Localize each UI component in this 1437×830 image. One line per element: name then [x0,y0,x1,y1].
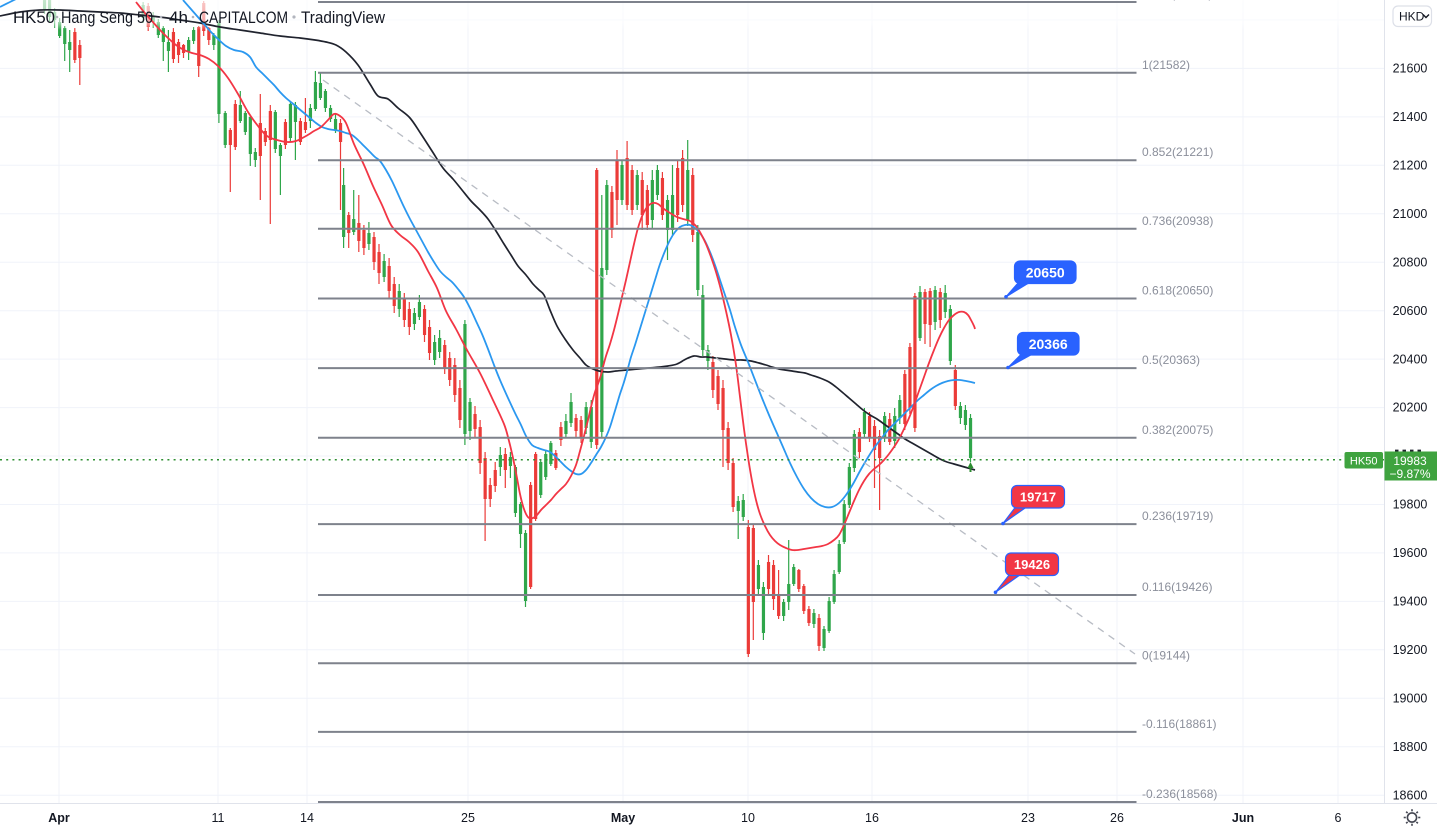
svg-text:−9.87%: −9.87% [1389,467,1430,481]
svg-text:19426: 19426 [1014,557,1050,572]
svg-text:20200: 20200 [1393,401,1428,415]
svg-text:1.116(21875): 1.116(21875) [1142,0,1213,1]
svg-text:19800: 19800 [1393,498,1428,512]
svg-text:0.736(20938): 0.736(20938) [1142,214,1213,228]
svg-text:21400: 21400 [1393,110,1428,124]
svg-text:19200: 19200 [1393,643,1428,657]
svg-text:20366: 20366 [1029,336,1068,352]
svg-text:19000: 19000 [1393,692,1428,706]
svg-text:HKD: HKD [1399,10,1425,24]
svg-text:Jun: Jun [1232,811,1254,825]
svg-text:20800: 20800 [1393,255,1428,269]
svg-text:-0.116(18861): -0.116(18861) [1142,717,1217,731]
svg-text:-0.236(18568): -0.236(18568) [1142,787,1217,801]
svg-text:14: 14 [300,811,314,825]
svg-text:May: May [611,811,635,825]
svg-text:21600: 21600 [1393,62,1428,76]
svg-text:18600: 18600 [1393,788,1428,802]
svg-text:Apr: Apr [48,811,70,825]
svg-text:HK50: HK50 [13,9,55,27]
svg-text:CAPITALCOM: CAPITALCOM [199,9,288,27]
svg-text:16: 16 [865,811,879,825]
svg-text:TradingView: TradingView [301,9,385,27]
svg-text:0.5(20363): 0.5(20363) [1142,353,1200,367]
svg-text:HK50: HK50 [1350,455,1378,467]
svg-text:19400: 19400 [1393,595,1428,609]
svg-text:21000: 21000 [1393,207,1428,221]
svg-text:19717: 19717 [1020,489,1056,504]
svg-text:25: 25 [461,811,475,825]
svg-text:0.236(19719): 0.236(19719) [1142,509,1213,523]
svg-text:21200: 21200 [1393,159,1428,173]
svg-text:1(21582): 1(21582) [1142,58,1190,72]
svg-text:0.852(21221): 0.852(21221) [1142,145,1213,159]
svg-text:0.618(20650): 0.618(20650) [1142,284,1213,298]
svg-text:0.116(19426): 0.116(19426) [1142,580,1213,594]
svg-text:18800: 18800 [1393,740,1428,754]
svg-text:20650: 20650 [1026,264,1065,280]
svg-text:19600: 19600 [1393,546,1428,560]
svg-text:Hang Seng 50: Hang Seng 50 [61,9,153,27]
svg-text:4h: 4h [169,9,188,27]
svg-text:23: 23 [1021,811,1035,825]
svg-text:11: 11 [212,811,225,825]
svg-text:10: 10 [741,811,755,825]
svg-text:0(19144): 0(19144) [1142,648,1190,662]
svg-text:19983: 19983 [1393,454,1427,468]
svg-text:26: 26 [1110,811,1124,825]
svg-text:20600: 20600 [1393,304,1428,318]
svg-text:20400: 20400 [1393,352,1428,366]
svg-text:0.382(20075): 0.382(20075) [1142,423,1213,437]
svg-text:6: 6 [1335,811,1342,825]
